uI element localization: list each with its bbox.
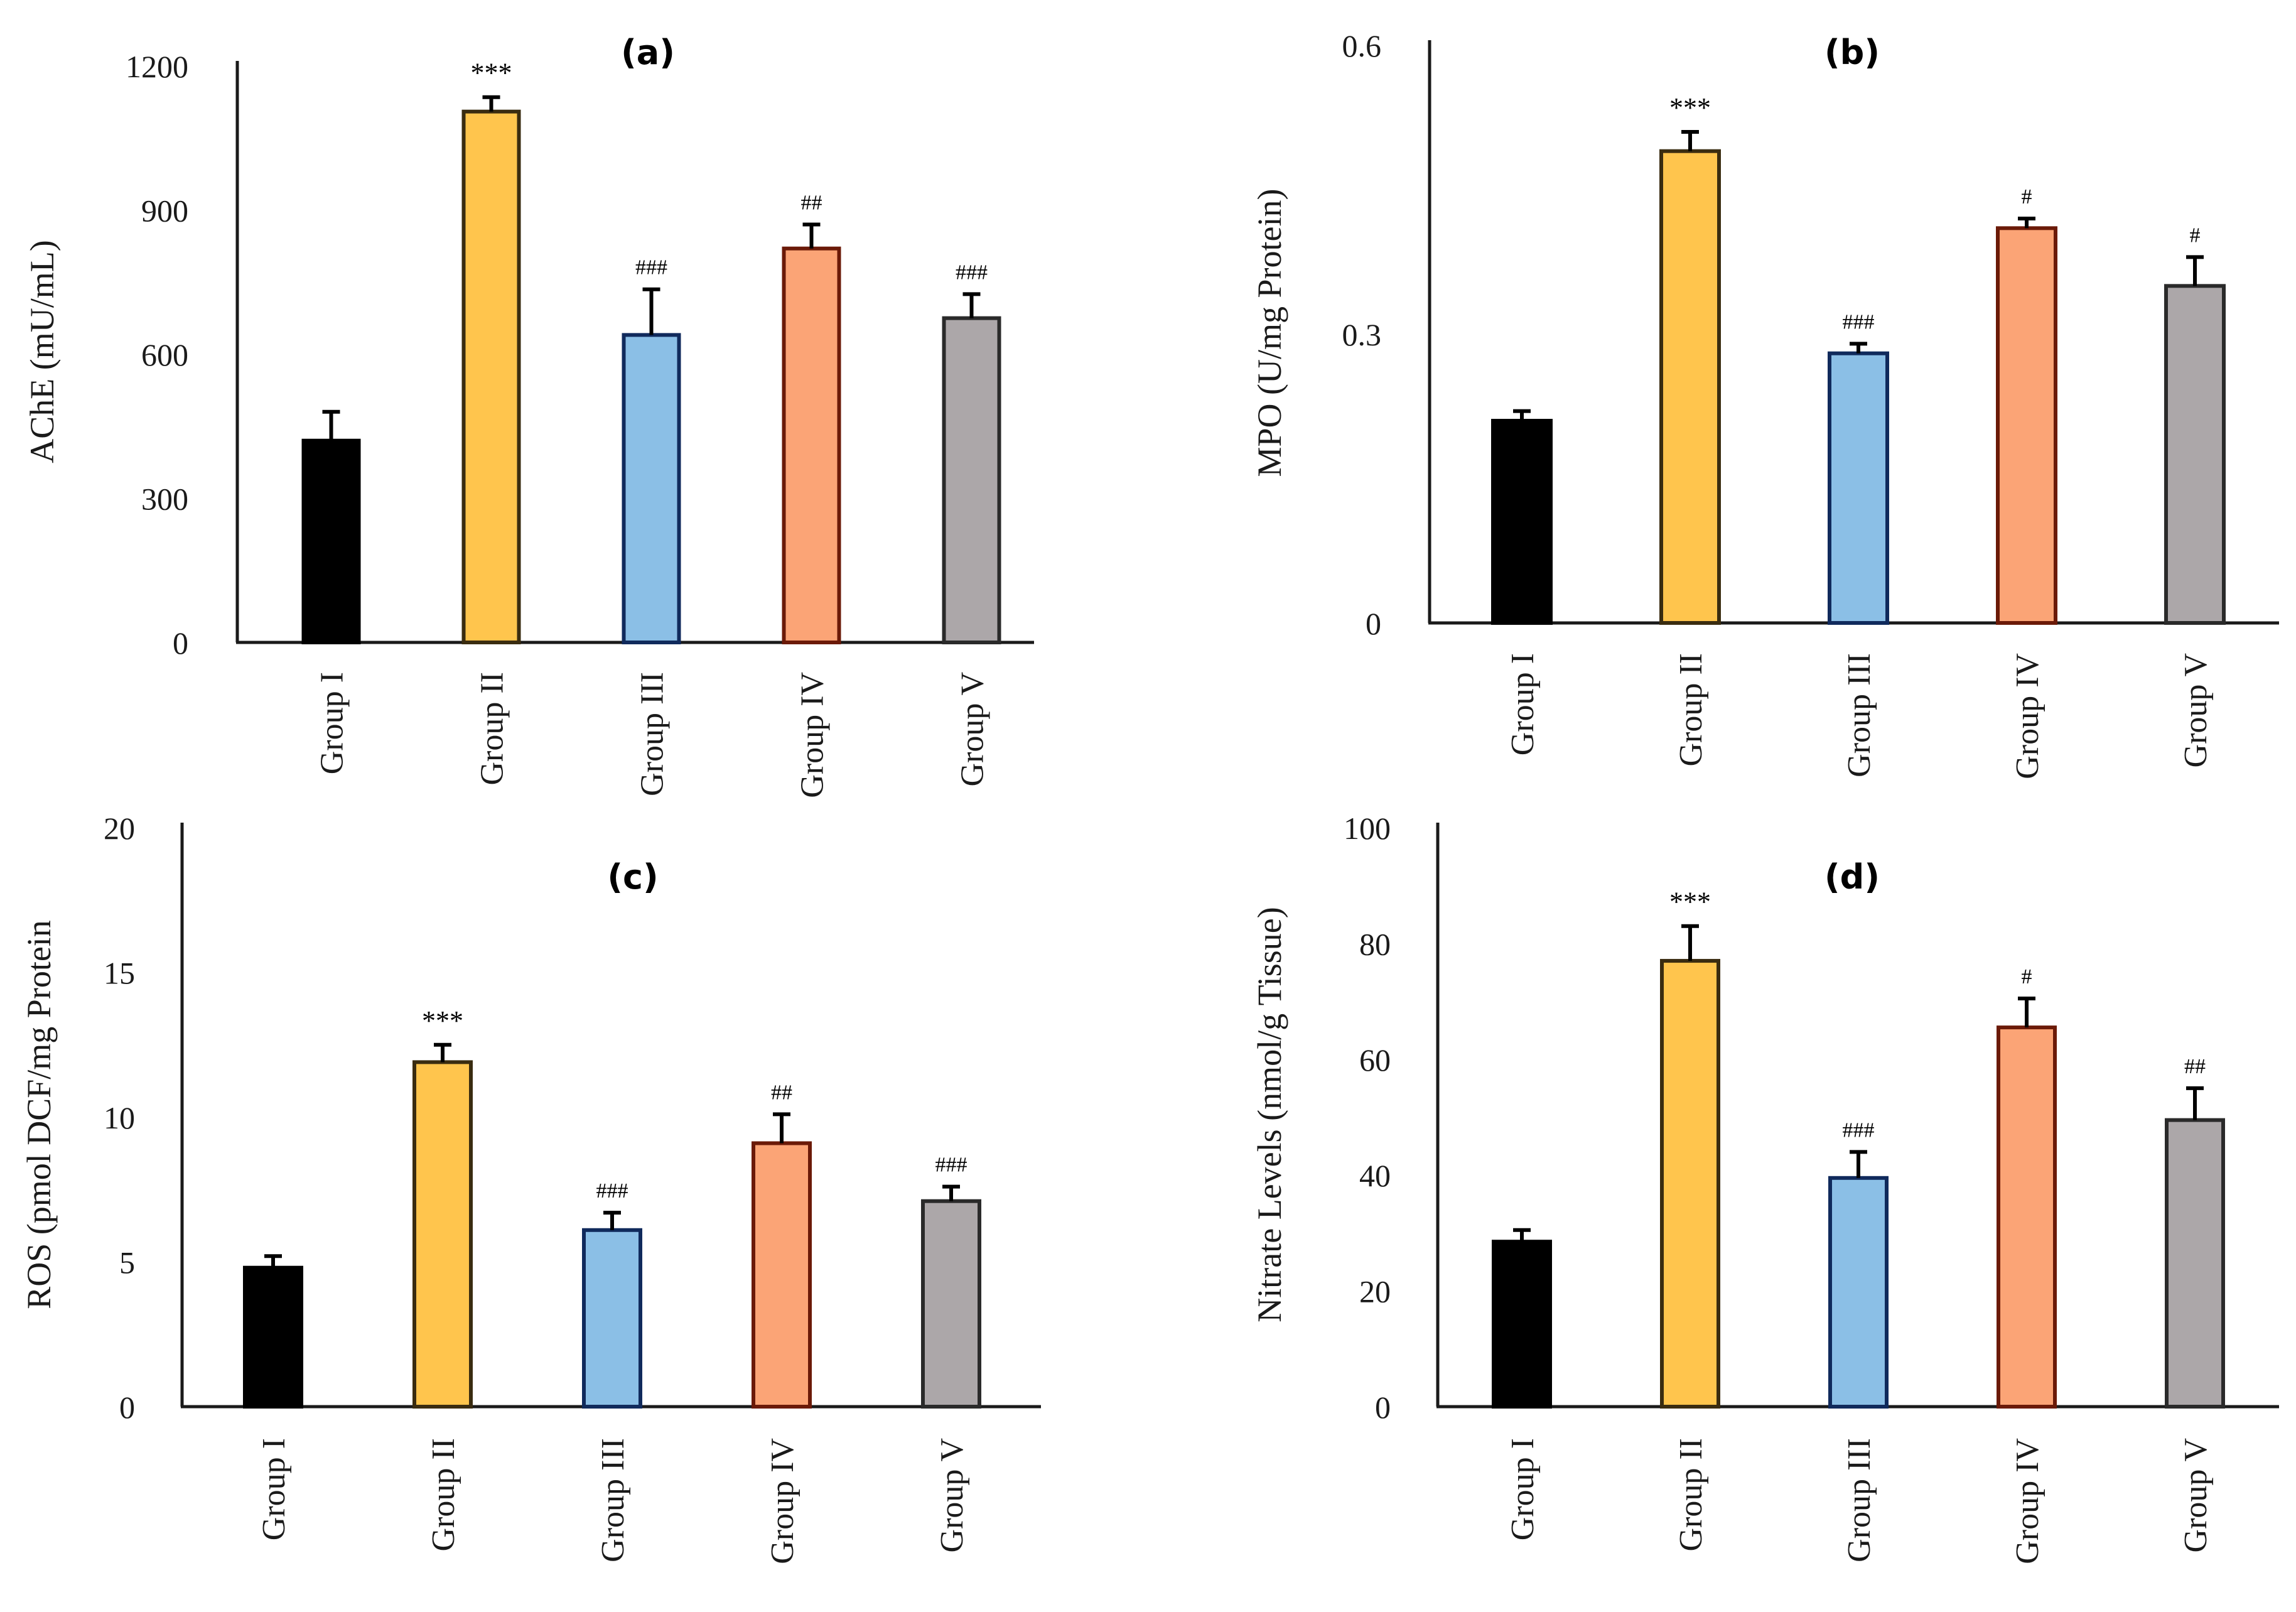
x-tick-label: Group V bbox=[934, 1438, 970, 1552]
significance-label: # bbox=[2022, 965, 2032, 988]
bar bbox=[1828, 351, 1889, 625]
bar bbox=[301, 438, 361, 644]
x-tick-label: Group II bbox=[475, 672, 510, 786]
y-tick-label: 40 bbox=[1359, 1158, 1391, 1193]
significance-label: *** bbox=[422, 1005, 463, 1036]
bar bbox=[412, 1060, 473, 1409]
y-tick-label: 0 bbox=[1366, 606, 1381, 641]
significance-label: ## bbox=[801, 191, 822, 214]
significance-label: ### bbox=[596, 1179, 628, 1203]
y-tick-label: 60 bbox=[1359, 1042, 1391, 1078]
significance-label: ### bbox=[1843, 310, 1875, 333]
bar bbox=[1997, 1025, 2057, 1409]
x-tick-label: Group II bbox=[426, 1438, 461, 1552]
x-tick-label: Group IV bbox=[2010, 653, 2045, 779]
x-tick-label: Group III bbox=[1841, 1438, 1877, 1562]
chart-panel-c: 0 5 10 15 20 ROS (pmol DCF/mg Protein (c) Group… bbox=[20, 811, 1041, 1564]
bar bbox=[2165, 1118, 2225, 1409]
x-tick-label: Group V bbox=[955, 672, 991, 786]
y-tick-label: 0 bbox=[119, 1390, 135, 1425]
x-tick-label: Group I bbox=[315, 672, 350, 774]
x-tick-label: Group II bbox=[1673, 1438, 1709, 1552]
x-tick-label: Group I bbox=[1505, 653, 1541, 755]
y-tick-label: 600 bbox=[141, 337, 188, 372]
x-tick-label: Group V bbox=[2178, 653, 2214, 767]
bar bbox=[921, 1199, 981, 1409]
bar bbox=[622, 333, 681, 645]
x-tick-label: Group I bbox=[1505, 1438, 1541, 1540]
panel-label: (b) bbox=[1824, 33, 1880, 72]
y-axis-title: ROS (pmol DCF/mg Protein bbox=[20, 920, 58, 1309]
significance-label: ### bbox=[635, 256, 667, 279]
x-tick-label: Group II bbox=[1673, 653, 1709, 767]
bar bbox=[1492, 1240, 1552, 1409]
x-tick-label: Group V bbox=[2178, 1438, 2214, 1552]
bar bbox=[1491, 419, 1553, 625]
panel-label: (d) bbox=[1824, 857, 1880, 897]
y-tick-label: 80 bbox=[1359, 926, 1391, 961]
y-tick-label: 0 bbox=[1375, 1390, 1391, 1425]
significance-label: # bbox=[2022, 185, 2032, 208]
y-tick-label: 10 bbox=[104, 1100, 135, 1135]
significance-label: ### bbox=[956, 261, 988, 284]
chart-panel-d: 0 20 40 60 80 100 Nitrate Levels (nmol/g Tissu… bbox=[1251, 811, 2279, 1564]
y-tick-label: 1200 bbox=[126, 49, 188, 84]
bar bbox=[2164, 284, 2226, 625]
x-tick-label: Group I bbox=[256, 1438, 292, 1540]
panel-label: (a) bbox=[621, 33, 675, 72]
y-tick-label: 900 bbox=[141, 193, 188, 229]
significance-label: *** bbox=[1669, 92, 1711, 123]
y-axis-title: AChE (mU/mL) bbox=[23, 240, 61, 463]
bar bbox=[582, 1228, 642, 1409]
bar bbox=[752, 1141, 812, 1409]
x-tick-label: Group IV bbox=[2010, 1438, 2045, 1564]
bar bbox=[1996, 226, 2057, 625]
significance-label: ### bbox=[935, 1154, 967, 1177]
y-tick-label: 300 bbox=[141, 482, 188, 517]
significance-label: *** bbox=[1669, 887, 1711, 917]
y-tick-label: 20 bbox=[104, 811, 135, 846]
y-tick-label: 0.6 bbox=[1342, 28, 1382, 63]
bar bbox=[942, 316, 1001, 644]
significance-label: *** bbox=[471, 58, 512, 89]
x-tick-label: Group III bbox=[635, 672, 671, 796]
y-axis-title: MPO (U/mg Protein) bbox=[1251, 189, 1288, 477]
x-tick-label: Group IV bbox=[795, 672, 831, 798]
x-tick-label: Group IV bbox=[765, 1438, 800, 1564]
significance-label: ## bbox=[771, 1081, 792, 1104]
significance-label: ### bbox=[1843, 1118, 1875, 1142]
chart-panel-a: 0 300 600 900 1200 AChE (mU/mL) (a) Group I *** G… bbox=[23, 33, 1034, 798]
y-tick-label: 0.3 bbox=[1342, 317, 1382, 352]
y-axis-title: Nitrate Levels (nmol/g Tissue) bbox=[1251, 907, 1288, 1322]
significance-label: ## bbox=[2184, 1055, 2206, 1078]
bar bbox=[1659, 149, 1721, 625]
y-tick-label: 15 bbox=[104, 956, 135, 991]
chart-panel-b: 0 0.3 0.6 MPO (U/mg Protein) (b) Group I *** Gr… bbox=[1251, 28, 2279, 779]
y-tick-label: 0 bbox=[173, 625, 188, 661]
y-tick-label: 5 bbox=[119, 1245, 135, 1280]
x-tick-label: Group III bbox=[1841, 653, 1877, 777]
bar bbox=[243, 1265, 303, 1409]
bar bbox=[1660, 959, 1720, 1409]
significance-label: # bbox=[2190, 224, 2201, 247]
bar bbox=[461, 109, 521, 645]
bar bbox=[782, 246, 841, 644]
x-tick-label: Group III bbox=[595, 1438, 631, 1562]
y-tick-label: 100 bbox=[1344, 811, 1391, 846]
y-tick-label: 20 bbox=[1359, 1274, 1391, 1309]
bar bbox=[1828, 1176, 1889, 1409]
panel-label: (c) bbox=[607, 857, 658, 897]
